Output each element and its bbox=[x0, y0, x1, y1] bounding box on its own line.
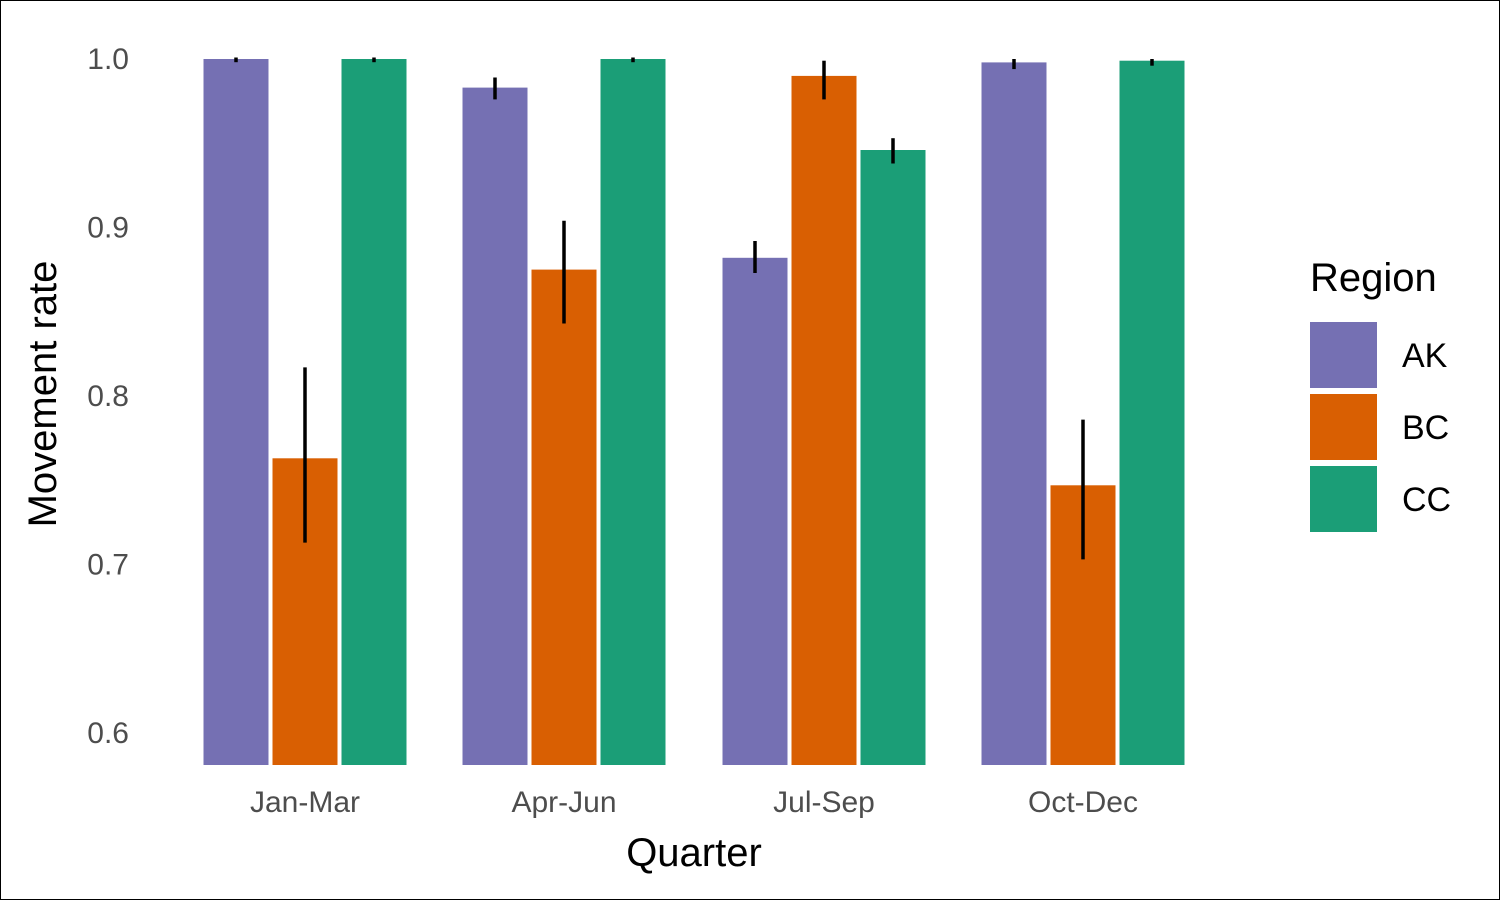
legend-swatch-cc bbox=[1310, 466, 1377, 532]
error-bars-layer bbox=[234, 57, 1154, 560]
bar-cc-apr-jun bbox=[600, 59, 666, 765]
legend-label-cc: CC bbox=[1402, 481, 1451, 519]
x-tick-label: Apr-Jun bbox=[511, 786, 616, 819]
legend-swatch-ak bbox=[1310, 322, 1377, 388]
y-axis-title: Movement rate bbox=[21, 261, 65, 528]
x-tick-label: Jul-Sep bbox=[773, 786, 875, 819]
bar-cc-oct-dec bbox=[1119, 60, 1185, 765]
y-tick-label: 0.7 bbox=[87, 549, 129, 582]
bar-cc-jul-sep bbox=[860, 150, 926, 765]
x-tick-label: Jan-Mar bbox=[250, 786, 360, 819]
bar-ak-oct-dec bbox=[981, 62, 1047, 765]
bar-bc-jul-sep bbox=[791, 75, 857, 765]
y-tick-label: 0.8 bbox=[87, 380, 129, 413]
legend-title: Region bbox=[1310, 256, 1437, 300]
y-tick-label: 0.9 bbox=[87, 212, 129, 245]
legend: Region AK BC CC bbox=[1310, 256, 1451, 532]
legend-swatch-bc bbox=[1310, 394, 1377, 460]
bars-layer bbox=[203, 59, 1185, 766]
x-axis-title: Quarter bbox=[626, 831, 762, 875]
bar-ak-jul-sep bbox=[722, 257, 788, 765]
bar-ak-jan-mar bbox=[203, 59, 269, 765]
x-tick-label: Oct-Dec bbox=[1028, 786, 1138, 819]
bar-cc-jan-mar bbox=[341, 59, 407, 765]
y-tick-label: 0.6 bbox=[87, 717, 129, 750]
y-tick-label: 1.0 bbox=[87, 43, 129, 76]
y-axis-ticks: 0.6 0.7 0.8 0.9 1.0 bbox=[87, 43, 129, 750]
x-axis-ticks: Jan-Mar Apr-Jun Jul-Sep Oct-Dec bbox=[250, 786, 1138, 819]
bar-ak-apr-jun bbox=[462, 87, 528, 766]
legend-label-bc: BC bbox=[1402, 409, 1449, 447]
legend-label-ak: AK bbox=[1402, 337, 1448, 375]
bar-bc-apr-jun bbox=[531, 269, 597, 765]
